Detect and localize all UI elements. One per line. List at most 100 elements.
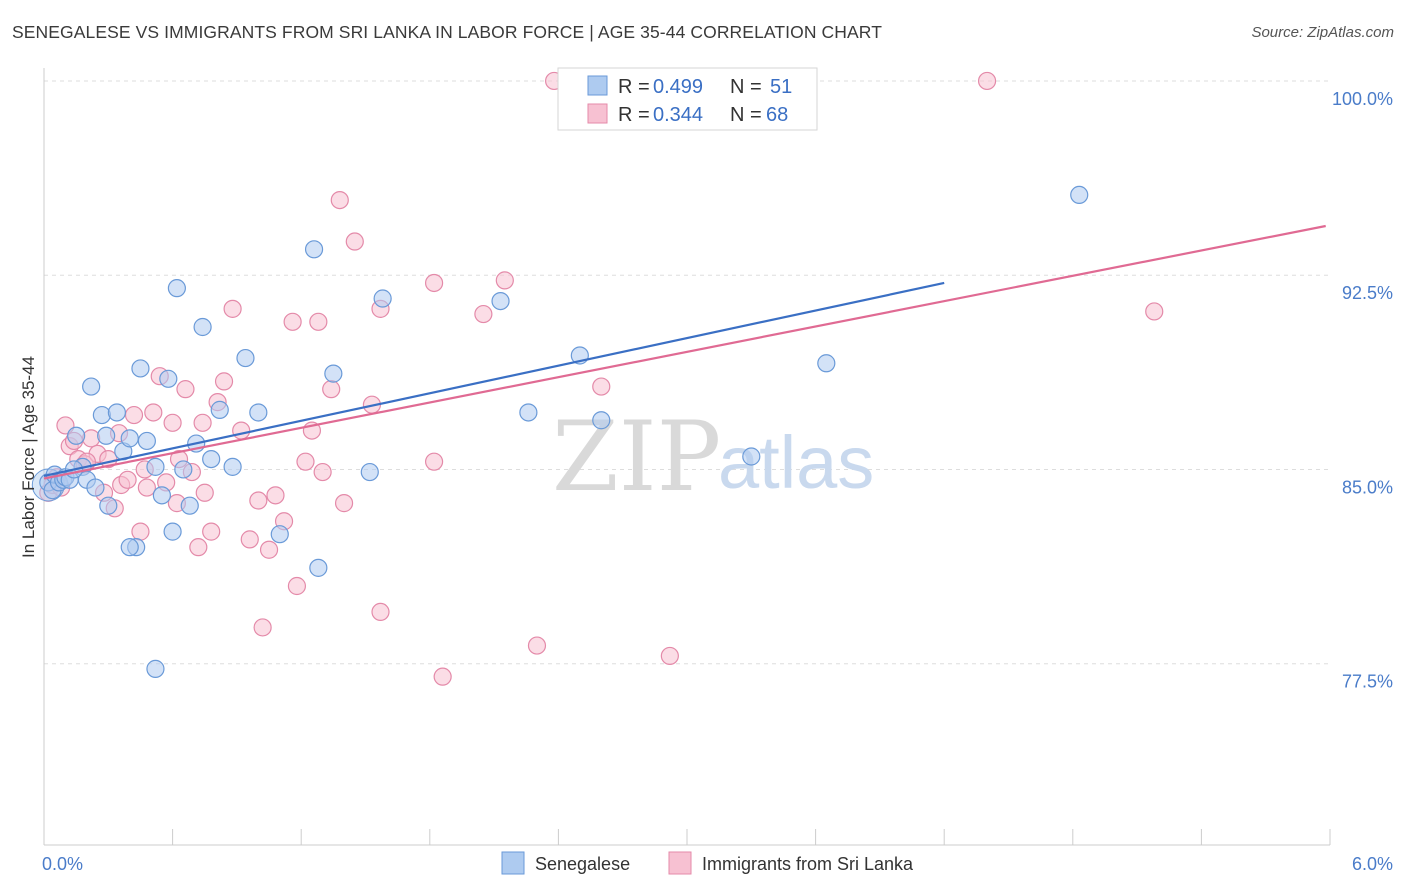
sri-lanka-point bbox=[189, 538, 208, 557]
sri-lanka-point bbox=[433, 667, 452, 686]
sri-lanka-point bbox=[137, 478, 156, 497]
sri-lanka-point bbox=[232, 421, 251, 440]
senegalese-point bbox=[120, 538, 139, 557]
senegalese-point bbox=[249, 403, 268, 422]
senegalese-point bbox=[193, 317, 212, 337]
senegalese-point bbox=[92, 405, 111, 425]
legend-r-value-2: 0.344 bbox=[653, 104, 703, 126]
senegalese-point bbox=[1070, 185, 1089, 205]
y-tick-label: 92.5% bbox=[1342, 283, 1393, 303]
sri-lanka-point bbox=[240, 530, 259, 549]
series-legend: Senegalese Immigrants from Sri Lanka bbox=[501, 851, 914, 875]
sri-lanka-point bbox=[124, 405, 144, 425]
senegalese-point bbox=[236, 348, 255, 368]
senegalese-point bbox=[360, 462, 379, 482]
sri-lanka-point bbox=[163, 413, 182, 432]
y-tick-label: 100.0% bbox=[1332, 89, 1393, 109]
sri-lanka-point bbox=[322, 380, 341, 399]
sri-lanka-point bbox=[202, 522, 221, 541]
senegalese-point bbox=[107, 403, 126, 422]
chart-title: SENEGALESE VS IMMIGRANTS FROM SRI LANKA … bbox=[12, 22, 882, 42]
senegalese-point bbox=[324, 364, 343, 383]
trend-line-sri-lanka bbox=[43, 224, 1326, 480]
senegalese-point bbox=[309, 558, 328, 577]
sri-lanka-point bbox=[345, 232, 364, 251]
sri-lanka-point bbox=[131, 522, 150, 541]
sri-lanka-point bbox=[296, 452, 315, 471]
sri-lanka-point bbox=[1145, 302, 1164, 321]
senegalese-point bbox=[174, 460, 193, 479]
senegalese-point bbox=[137, 431, 156, 451]
sri-lanka-point bbox=[283, 312, 302, 331]
bottom-legend-label-senegalese: Senegalese bbox=[535, 854, 630, 874]
senegalese-point bbox=[373, 289, 392, 308]
sri-lanka-point bbox=[287, 576, 307, 596]
senegalese-point bbox=[159, 369, 178, 388]
x-tick-label: 0.0% bbox=[42, 854, 83, 874]
legend-n-value-1: 51 bbox=[770, 76, 792, 98]
legend-swatch-senegalese bbox=[587, 75, 608, 96]
senegalese-point bbox=[163, 522, 182, 541]
senegalese-point bbox=[67, 426, 86, 445]
sri-lanka-point bbox=[144, 403, 163, 422]
senegalese-point bbox=[86, 478, 105, 497]
trend-lines bbox=[43, 224, 1326, 480]
sri-lanka-point bbox=[223, 299, 242, 318]
sri-lanka-point bbox=[118, 470, 137, 489]
legend-r-label-1: R = bbox=[618, 76, 650, 98]
sri-lanka-point bbox=[214, 372, 234, 391]
sri-lanka-point bbox=[330, 190, 349, 210]
sri-lanka-point bbox=[371, 602, 390, 622]
sri-lanka-point bbox=[266, 486, 285, 505]
legend-n-value-2: 68 bbox=[766, 104, 788, 126]
bottom-legend-swatch-sri-lanka bbox=[668, 851, 692, 875]
senegalese-point bbox=[146, 659, 165, 678]
sri-lanka-point bbox=[259, 540, 279, 559]
sri-lanka-point bbox=[424, 452, 444, 471]
x-tick-label: 6.0% bbox=[1352, 854, 1393, 874]
x-tick-labels: 0.0% 6.0% bbox=[42, 854, 1393, 874]
senegalese-point bbox=[120, 429, 139, 448]
senegalese-point bbox=[82, 377, 101, 396]
senegalese-point bbox=[491, 292, 510, 311]
series-sri-lanka-points bbox=[31, 71, 1164, 686]
sri-lanka-point bbox=[313, 462, 332, 482]
y-axis-title: In Labor Force | Age 35-44 bbox=[19, 356, 38, 558]
source-label: Source: ZipAtlas.com bbox=[1251, 24, 1394, 41]
sri-lanka-point bbox=[253, 618, 272, 637]
y-tick-label: 77.5% bbox=[1342, 672, 1393, 692]
sri-lanka-point bbox=[195, 483, 214, 502]
sri-lanka-point bbox=[424, 273, 444, 293]
y-tick-label: 85.0% bbox=[1342, 477, 1393, 497]
senegalese-point bbox=[202, 449, 221, 469]
legend-r-value-1: 0.499 bbox=[653, 76, 703, 98]
sri-lanka-point bbox=[176, 380, 195, 399]
senegalese-point bbox=[167, 279, 186, 298]
watermark-zip: ZIP bbox=[552, 401, 721, 513]
sri-lanka-point bbox=[660, 646, 679, 666]
bottom-legend-swatch-senegalese bbox=[501, 851, 525, 875]
watermark-atlas: atlas bbox=[718, 421, 874, 504]
y-tick-labels: 100.0% 92.5% 85.0% 77.5% bbox=[1332, 89, 1393, 692]
senegalese-point bbox=[270, 525, 289, 544]
sri-lanka-point bbox=[193, 413, 212, 432]
sri-lanka-point bbox=[527, 636, 547, 655]
sri-lanka-point bbox=[977, 71, 997, 91]
senegalese-point bbox=[519, 403, 538, 422]
senegalese-point bbox=[742, 447, 761, 466]
sri-lanka-point bbox=[474, 304, 493, 324]
gridlines bbox=[44, 80, 1330, 665]
sri-lanka-point bbox=[249, 491, 268, 510]
senegalese-point bbox=[99, 496, 118, 515]
senegalese-point bbox=[97, 426, 116, 445]
bottom-legend-label-sri-lanka: Immigrants from Sri Lanka bbox=[702, 854, 914, 874]
legend-n-label-1: N = bbox=[730, 76, 762, 98]
sri-lanka-point bbox=[592, 377, 611, 396]
legend-r-label-2: R = bbox=[618, 104, 650, 126]
senegalese-point bbox=[131, 359, 150, 378]
trend-line-senegalese bbox=[43, 281, 945, 478]
sri-lanka-point bbox=[82, 429, 101, 448]
senegalese-point bbox=[817, 354, 836, 373]
senegalese-point bbox=[223, 457, 242, 476]
